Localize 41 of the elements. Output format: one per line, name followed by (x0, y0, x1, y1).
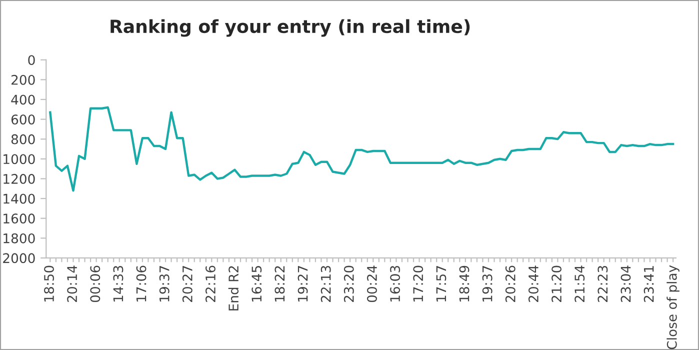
x-tick-label: 18:50 (44, 266, 54, 302)
y-tick-label: 1200 (4, 174, 35, 184)
x-tick-label: 20:44 (528, 266, 538, 302)
x-tick-label: Close of play (666, 265, 680, 350)
x-tick-label: 22:16 (206, 266, 216, 302)
x-tick-label: 22:13 (320, 266, 331, 302)
x-tick-label: 19:37 (159, 266, 170, 302)
x-tick-label: 18:49 (459, 266, 470, 302)
x-tick-label: 16:45 (252, 266, 262, 302)
x-tick-label: 20:26 (505, 266, 516, 302)
x-tick-label: 23:41 (644, 266, 654, 302)
x-tick-label: 23:04 (620, 266, 631, 302)
x-tick-label: 16:03 (390, 266, 400, 302)
line-series (49, 106, 674, 192)
x-tick-label: 17:57 (436, 266, 446, 302)
x-tick-label: 00:06 (90, 266, 100, 302)
x-tick-label: 21:20 (552, 266, 562, 302)
x-tick-label: 20:14 (67, 266, 78, 302)
x-tick-label: 19:27 (298, 266, 308, 302)
x-tick-label: 00:24 (366, 266, 377, 302)
x-tick-label: 17:20 (413, 266, 424, 302)
y-tick-label: 1000 (4, 154, 35, 164)
x-tick-label: 14:33 (113, 266, 124, 302)
y-tick-label: 1600 (4, 214, 35, 224)
x-tick-label: 17:06 (136, 266, 146, 302)
y-tick-label: 1400 (4, 194, 35, 204)
x-tick-label: End R2 (228, 266, 239, 310)
x-tick-label: 18:22 (274, 266, 285, 302)
y-tick-label: 400 (11, 94, 35, 105)
x-tick-label: 22:23 (598, 266, 608, 302)
x-tick-label: 19:37 (482, 266, 492, 302)
y-tick-label: 0 (28, 55, 35, 66)
y-tick-label: 1800 (4, 233, 35, 244)
x-tick-label: 23:20 (344, 266, 354, 302)
chart-title: Ranking of your entry (in real time) (110, 19, 470, 37)
x-tick-label: 21:54 (574, 266, 585, 302)
y-tick-label: 200 (12, 74, 35, 85)
y-tick-label: 2000 (3, 253, 35, 264)
y-tick-label: 800 (11, 134, 35, 144)
y-tick-label: 600 (11, 114, 35, 124)
x-tick-label: 20:27 (182, 266, 192, 302)
